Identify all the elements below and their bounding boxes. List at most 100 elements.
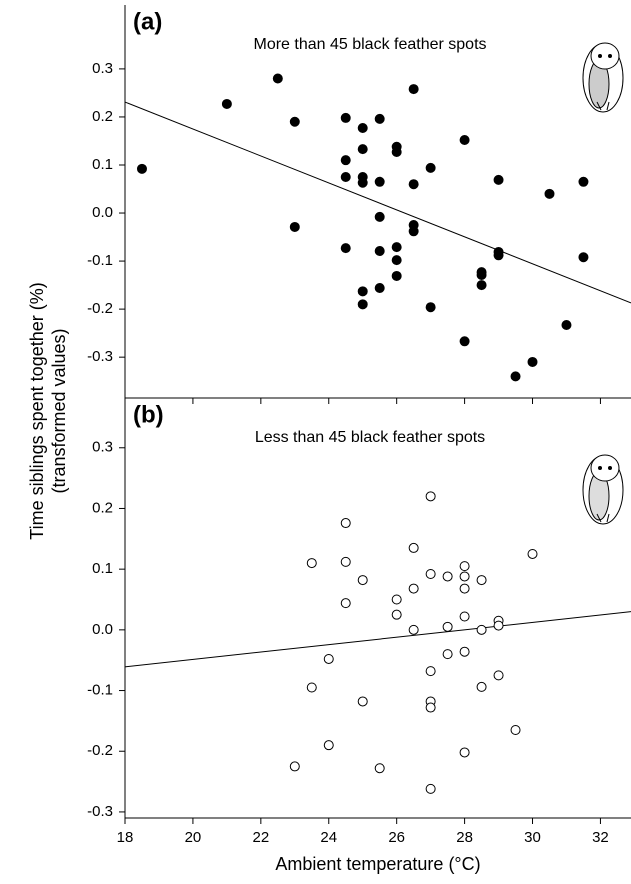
point (425, 302, 436, 313)
point (306, 682, 317, 693)
point (391, 594, 402, 605)
point (493, 174, 504, 185)
point (357, 299, 368, 310)
x-tick-label: 32 (592, 829, 609, 846)
point (374, 113, 385, 124)
point (493, 670, 504, 681)
x-tick-label: 24 (320, 829, 337, 846)
x-axis-label: Ambient temperature (°C) (275, 854, 480, 874)
panel-title: More than 45 black feather spots (253, 36, 486, 53)
fit-line (124, 611, 631, 668)
point (459, 583, 470, 594)
point (323, 740, 334, 751)
point (544, 188, 555, 199)
point (408, 583, 419, 594)
y-tick-label: -0.3 (87, 803, 113, 820)
point (459, 611, 470, 622)
panel-title: Less than 45 black feather spots (255, 429, 485, 446)
point (357, 286, 368, 297)
point (408, 226, 419, 237)
x-tick-label: 26 (388, 829, 405, 846)
point (391, 147, 402, 158)
point (374, 245, 385, 256)
point (408, 179, 419, 190)
point (459, 646, 470, 657)
y-axis-label: (transformed values) (49, 328, 69, 493)
point (391, 255, 402, 266)
point (340, 243, 351, 254)
owl-icon (582, 42, 624, 113)
point (510, 724, 521, 735)
y-tick-label: -0.2 (87, 742, 113, 759)
point (374, 211, 385, 222)
point (425, 162, 436, 173)
point (340, 598, 351, 609)
point (493, 620, 504, 631)
point (136, 163, 147, 174)
point (357, 177, 368, 188)
point (493, 250, 504, 261)
point (476, 624, 487, 635)
y-tick-label: -0.2 (87, 300, 113, 317)
point (391, 242, 402, 253)
point (425, 702, 436, 713)
owl-icon (582, 454, 624, 525)
point (476, 575, 487, 586)
point (357, 122, 368, 133)
y-tick-label: 0.2 (92, 499, 113, 516)
x-tick-label: 28 (456, 829, 473, 846)
point (425, 783, 436, 794)
y-tick-label: 0.2 (92, 108, 113, 125)
point (408, 624, 419, 635)
point (357, 575, 368, 586)
point (272, 73, 283, 84)
panel-label: (b) (133, 401, 164, 428)
y-tick-label: 0.1 (92, 560, 113, 577)
point (221, 98, 232, 109)
x-tick-label: 30 (524, 829, 541, 846)
point (323, 653, 334, 664)
point (476, 280, 487, 291)
x-tick-label: 22 (252, 829, 269, 846)
point (527, 548, 538, 559)
y-tick-label: -0.1 (87, 252, 113, 269)
point (408, 84, 419, 95)
panel-label: (a) (133, 8, 162, 35)
point (357, 696, 368, 707)
point (374, 763, 385, 774)
point (425, 491, 436, 502)
fit-line (124, 101, 631, 304)
point (578, 252, 589, 263)
point (374, 282, 385, 293)
point (459, 561, 470, 572)
point (442, 621, 453, 632)
point (459, 747, 470, 758)
point (527, 356, 538, 367)
y-tick-label: -0.3 (87, 348, 113, 365)
point (476, 270, 487, 281)
point (340, 112, 351, 123)
y-tick-label: 0.3 (92, 439, 113, 456)
point (578, 176, 589, 187)
point (459, 135, 470, 146)
y-tick-label: 0.1 (92, 156, 113, 173)
y-tick-label: -0.1 (87, 682, 113, 699)
point (289, 221, 300, 232)
point (289, 761, 300, 772)
point (374, 176, 385, 187)
point (391, 609, 402, 620)
y-axis-label: Time siblings spent together (%) (27, 282, 47, 539)
point (340, 171, 351, 182)
x-tick-label: 20 (185, 829, 202, 846)
point (306, 558, 317, 569)
y-tick-label: 0.0 (92, 204, 113, 221)
x-tick-label: 18 (117, 829, 134, 846)
point (459, 336, 470, 347)
point (391, 270, 402, 281)
point (561, 319, 572, 330)
point (476, 681, 487, 692)
point (442, 649, 453, 660)
point (459, 571, 470, 582)
y-tick-label: 0.0 (92, 621, 113, 638)
